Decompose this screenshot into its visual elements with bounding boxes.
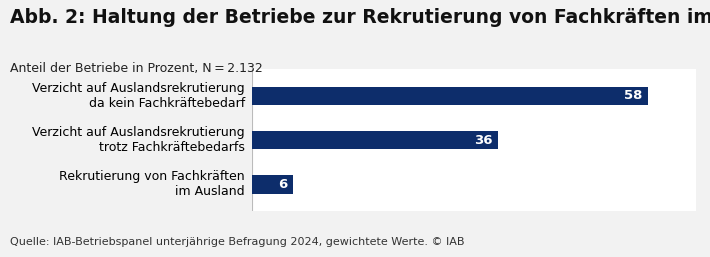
Text: Abb. 2: Haltung der Betriebe zur Rekrutierung von Fachkräften im Ausland, 2024: Abb. 2: Haltung der Betriebe zur Rekruti… — [10, 8, 710, 27]
Text: 58: 58 — [624, 89, 643, 102]
Text: Anteil der Betriebe in Prozent, N = 2.132: Anteil der Betriebe in Prozent, N = 2.13… — [10, 62, 263, 75]
Bar — [252, 131, 498, 149]
Text: Quelle: IAB-Betriebspanel unterjährige Befragung 2024, gewichtete Werte. © IAB: Quelle: IAB-Betriebspanel unterjährige B… — [10, 237, 464, 247]
Bar — [252, 87, 648, 105]
Bar — [252, 175, 293, 194]
Text: 36: 36 — [474, 134, 492, 146]
Text: 6: 6 — [278, 178, 288, 191]
